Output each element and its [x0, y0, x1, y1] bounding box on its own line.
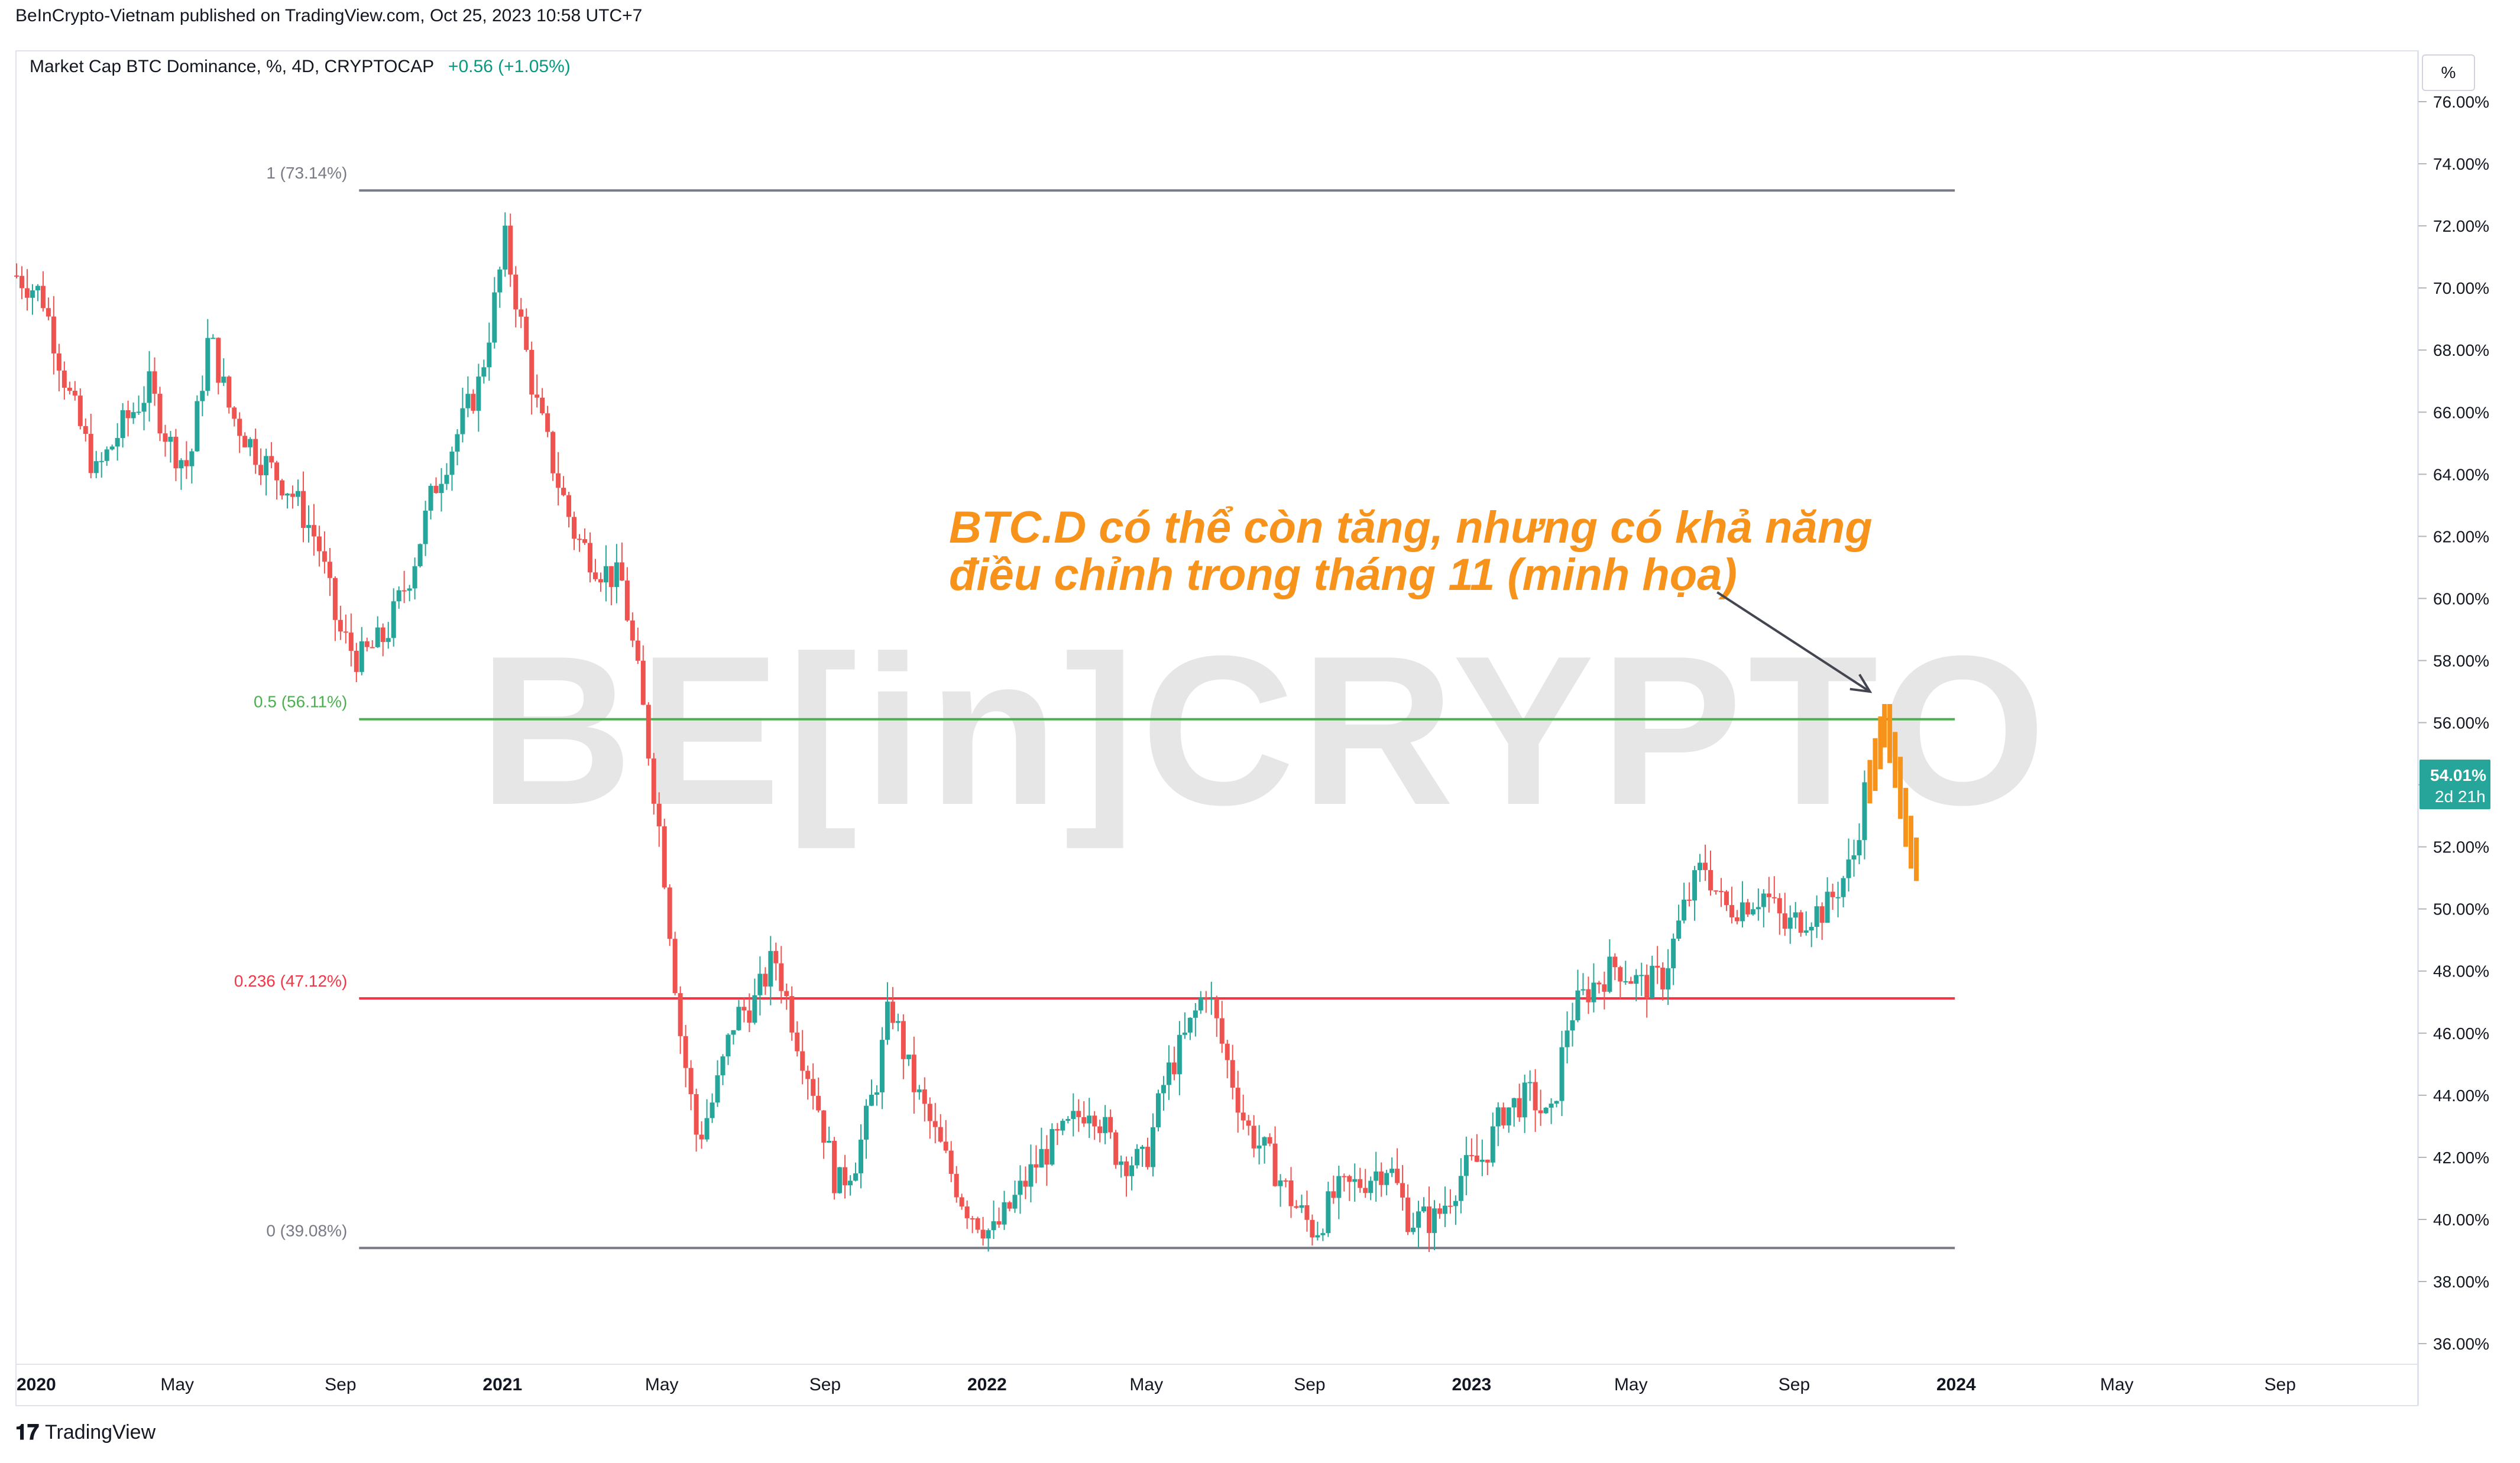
y-tick-label: 38.00% [2433, 1273, 2489, 1291]
y-tick-label: 40.00% [2433, 1211, 2489, 1229]
y-tick-label: 62.00% [2433, 527, 2489, 546]
y-tick-label: 52.00% [2433, 838, 2489, 857]
y-tick-label: 54.00% [2433, 776, 2489, 794]
current-price-badge [2419, 760, 2490, 810]
tradingview-brand-label: TradingView [45, 1421, 156, 1443]
y-tick-label: 66.00% [2433, 403, 2489, 421]
y-tick-label: 44.00% [2433, 1086, 2489, 1105]
bar-countdown-label: 2d 21h [2435, 787, 2486, 806]
tradingview-icon: 𝟏𝟕 [15, 1420, 40, 1444]
current-price-label: 54.01% [2430, 766, 2486, 784]
symbol-legend[interactable]: Market Cap BTC Dominance, %, 4D, CRYPTOC… [30, 57, 571, 77]
y-tick-label: 50.00% [2433, 900, 2489, 919]
y-tick-label: 60.00% [2433, 589, 2489, 608]
price-scale-unit-button[interactable]: % [2422, 54, 2475, 91]
y-tick-label: 42.00% [2433, 1149, 2489, 1167]
y-tick-label: 46.00% [2433, 1024, 2489, 1043]
y-tick-label: 64.00% [2433, 465, 2489, 484]
published-line: BeInCrypto-Vietnam published on TradingV… [15, 6, 643, 25]
chart-frame[interactable] [15, 50, 2418, 1406]
y-tick-label: 36.00% [2433, 1335, 2489, 1353]
symbol-title: Market Cap BTC Dominance, %, 4D, CRYPTOC… [30, 57, 434, 76]
y-tick-label: 48.00% [2433, 962, 2489, 981]
y-tick-label: 56.00% [2433, 714, 2489, 732]
y-tick-label: 74.00% [2433, 155, 2489, 173]
y-tick-label: 70.00% [2433, 279, 2489, 297]
tradingview-logo[interactable]: 𝟏𝟕 TradingView [15, 1420, 156, 1445]
y-tick-label: 68.00% [2433, 341, 2489, 359]
y-tick-label: 76.00% [2433, 93, 2489, 111]
y-tick-label: 72.00% [2433, 217, 2489, 235]
y-tick-label: 58.00% [2433, 651, 2489, 670]
price-change: +0.56 (+1.05%) [448, 57, 571, 76]
